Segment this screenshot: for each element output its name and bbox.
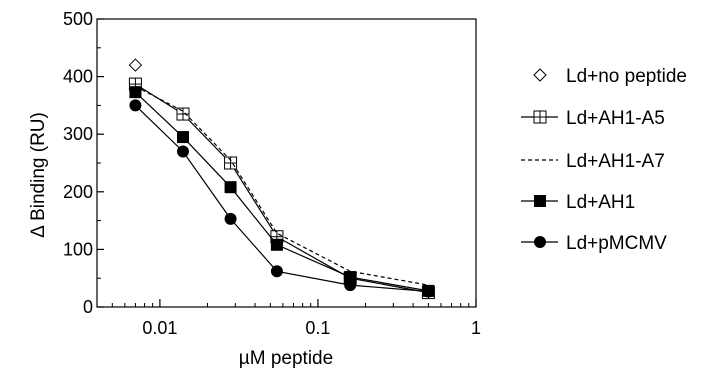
series-3 (135, 85, 429, 286)
series-line (135, 83, 429, 294)
legend-label: Ld+AH1 (566, 192, 635, 213)
legend-marker (533, 68, 547, 82)
x-tick-label: 0.01 (142, 318, 177, 338)
data-point (344, 279, 357, 292)
series-5 (129, 99, 435, 298)
x-axis: 0.01 0.1 1 (96, 299, 481, 338)
y-axis: 0 100 200 300 400 500 (63, 9, 104, 317)
data-point (422, 285, 435, 298)
series-2 (128, 77, 435, 300)
data-point (176, 145, 189, 158)
data-point (176, 131, 189, 144)
data-point (129, 99, 142, 112)
y-tick-label: 200 (63, 182, 93, 202)
legend-item-5: Ld+pMCMV (521, 233, 667, 254)
data-point (270, 238, 283, 251)
data-point (224, 212, 237, 225)
legend: Ld+no peptide Ld+AH1-A5 Ld+AH1-A7 Ld+AH1 Ld+… (521, 66, 687, 254)
legend-item-3: Ld+AH1-A7 (521, 151, 665, 172)
legend-item-1: Ld+no peptide (533, 66, 687, 87)
legend-label: Ld+no peptide (566, 66, 687, 87)
y-tick-label: 100 (63, 239, 93, 259)
legend-label: Ld+pMCMV (566, 233, 667, 254)
legend-marker (534, 195, 546, 207)
legend-item-2: Ld+AH1-A5 (521, 108, 665, 129)
series-layer (128, 58, 435, 300)
data-point (129, 86, 142, 99)
x-axis-title: µM peptide (239, 348, 333, 369)
y-tick-label: 400 (63, 67, 93, 87)
series-1 (128, 58, 143, 72)
y-tick-label: 0 (83, 297, 93, 317)
legend-label: Ld+AH1-A7 (566, 151, 665, 172)
legend-marker (534, 236, 546, 248)
x-tick-label: 0.1 (305, 318, 330, 338)
series-line (135, 91, 429, 292)
y-tick-label: 500 (63, 9, 93, 29)
series-line (135, 85, 429, 286)
x-tick-label: 1 (471, 318, 481, 338)
series-4 (129, 86, 435, 297)
data-point (224, 181, 237, 194)
plot-border (96, 18, 477, 308)
plot-frame (96, 18, 477, 308)
legend-label: Ld+AH1-A5 (566, 108, 665, 129)
data-point (128, 58, 143, 72)
series-line (134, 104, 429, 293)
legend-item-4: Ld+AH1 (521, 192, 635, 213)
data-point (270, 265, 283, 278)
y-tick-label: 300 (63, 124, 93, 144)
y-axis-title: Δ Binding (RU) (28, 112, 49, 238)
